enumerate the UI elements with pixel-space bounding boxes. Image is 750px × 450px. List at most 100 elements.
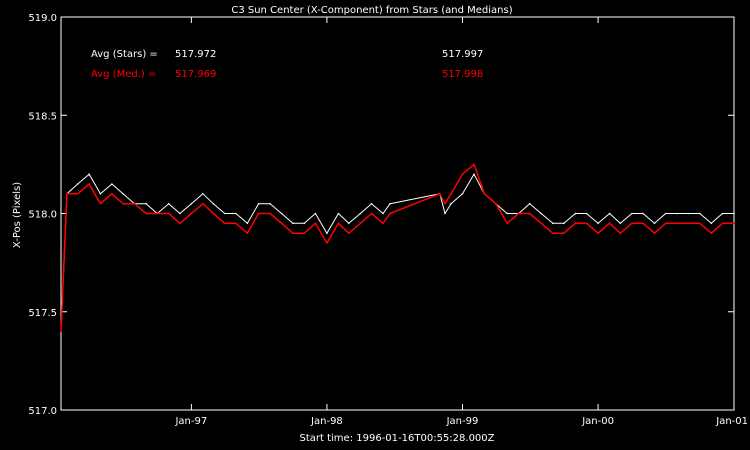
data-point-medians [444, 202, 446, 205]
x-tick-label: Jan-99 [446, 416, 479, 427]
data-point-stars [506, 212, 508, 215]
data-point-stars [179, 212, 181, 215]
data-point-stars [585, 212, 588, 215]
data-point-medians [111, 193, 113, 195]
annotation-block: Avg (Stars) = 517.972 517.997 Avg (Med.)… [91, 49, 483, 80]
data-point-stars [642, 212, 644, 215]
data-point-stars [563, 222, 565, 225]
data-point-stars [450, 202, 452, 205]
data-point-medians [292, 232, 294, 234]
data-point-medians [483, 193, 486, 195]
data-point-medians [552, 232, 554, 234]
data-point-medians [224, 222, 226, 225]
stars-avg-label: Avg (Stars) = [91, 49, 158, 60]
data-point-medians [167, 212, 170, 215]
data-point-stars [122, 193, 124, 195]
data-point-medians [156, 212, 158, 215]
medians-avg-value-2: 517.998 [442, 69, 483, 80]
data-point-medians [608, 222, 611, 225]
data-point-medians [461, 173, 464, 175]
x-axis: Jan-97 Jan-98 Jan-99 Jan-00 Jan-01 [174, 17, 748, 427]
data-point-stars [190, 202, 193, 205]
series-layer [60, 163, 735, 333]
data-point-stars [687, 212, 690, 215]
data-point-stars [224, 212, 226, 215]
x-tick-label: Jan-01 [715, 416, 748, 427]
data-point-stars [473, 173, 475, 175]
data-point-stars [710, 222, 713, 225]
data-point-stars [664, 212, 667, 215]
data-point-stars [444, 212, 446, 215]
data-point-medians [597, 232, 599, 234]
data-point-stars [88, 173, 90, 175]
data-point-medians [60, 330, 62, 333]
data-point-medians [517, 212, 520, 215]
data-point-medians [631, 222, 633, 225]
y-tick-label: 517.5 [28, 308, 57, 319]
data-point-medians [676, 222, 678, 225]
data-point-medians [202, 202, 204, 205]
data-point-stars [303, 222, 306, 225]
data-point-medians [303, 232, 306, 234]
data-point-stars [597, 222, 599, 225]
data-point-stars [574, 212, 577, 215]
data-point-medians [528, 212, 531, 215]
data-point-medians [314, 222, 317, 225]
data-point-stars [631, 212, 633, 215]
data-point-stars [269, 202, 271, 205]
x-tick-label: Jan-97 [174, 416, 207, 427]
data-point-medians [370, 212, 373, 215]
data-point-medians [619, 232, 622, 234]
data-point-stars [167, 202, 170, 205]
data-point-stars [653, 222, 656, 225]
data-point-medians [653, 232, 656, 234]
data-point-medians [473, 163, 475, 166]
data-point-stars [326, 232, 328, 234]
medians-avg-value-1: 517.969 [175, 69, 216, 80]
data-point-medians [721, 222, 724, 225]
data-point-stars [608, 212, 611, 215]
data-point-stars [257, 202, 260, 205]
data-point-medians [563, 232, 565, 234]
data-point-medians [642, 222, 644, 225]
data-point-stars [528, 202, 531, 205]
data-point-medians [389, 212, 391, 215]
data-point-stars [314, 212, 317, 215]
data-point-medians [145, 212, 147, 215]
data-point-medians [257, 212, 260, 215]
data-point-medians [337, 222, 340, 225]
data-point-medians [450, 193, 452, 195]
data-point-stars [111, 183, 113, 185]
data-point-medians [133, 202, 136, 205]
data-point-medians [382, 222, 384, 225]
stars-avg-value-2: 517.997 [442, 49, 483, 60]
data-point-medians [439, 193, 441, 195]
x-tick-label: Jan-98 [310, 416, 343, 427]
data-point-medians [733, 222, 735, 225]
data-point-stars [389, 202, 391, 205]
data-point-medians [212, 212, 215, 215]
data-point-stars [619, 222, 622, 225]
data-point-stars [348, 222, 350, 225]
data-point-medians [664, 222, 667, 225]
data-point-stars [552, 222, 554, 225]
data-point-stars [733, 212, 735, 215]
data-point-stars [235, 212, 237, 215]
y-axis: 517.0 517.5 518.0 518.5 519.0 [28, 13, 734, 417]
x-axis-label: Start time: 1996-01-16T00:55:28.000Z [300, 433, 495, 444]
data-point-stars [212, 202, 215, 205]
data-point-medians [66, 193, 68, 195]
y-tick-label: 518.5 [28, 111, 57, 122]
y-tick-label: 518.0 [28, 210, 57, 221]
medians-avg-label: Avg (Med.) = [91, 69, 156, 80]
data-point-medians [122, 202, 124, 205]
data-point-stars [359, 212, 362, 215]
data-point-stars [292, 222, 294, 225]
data-point-stars [461, 193, 464, 195]
data-point-medians [88, 183, 90, 185]
data-point-medians [280, 222, 283, 225]
x-tick-label: Jan-00 [581, 416, 614, 427]
data-point-stars [382, 212, 384, 215]
